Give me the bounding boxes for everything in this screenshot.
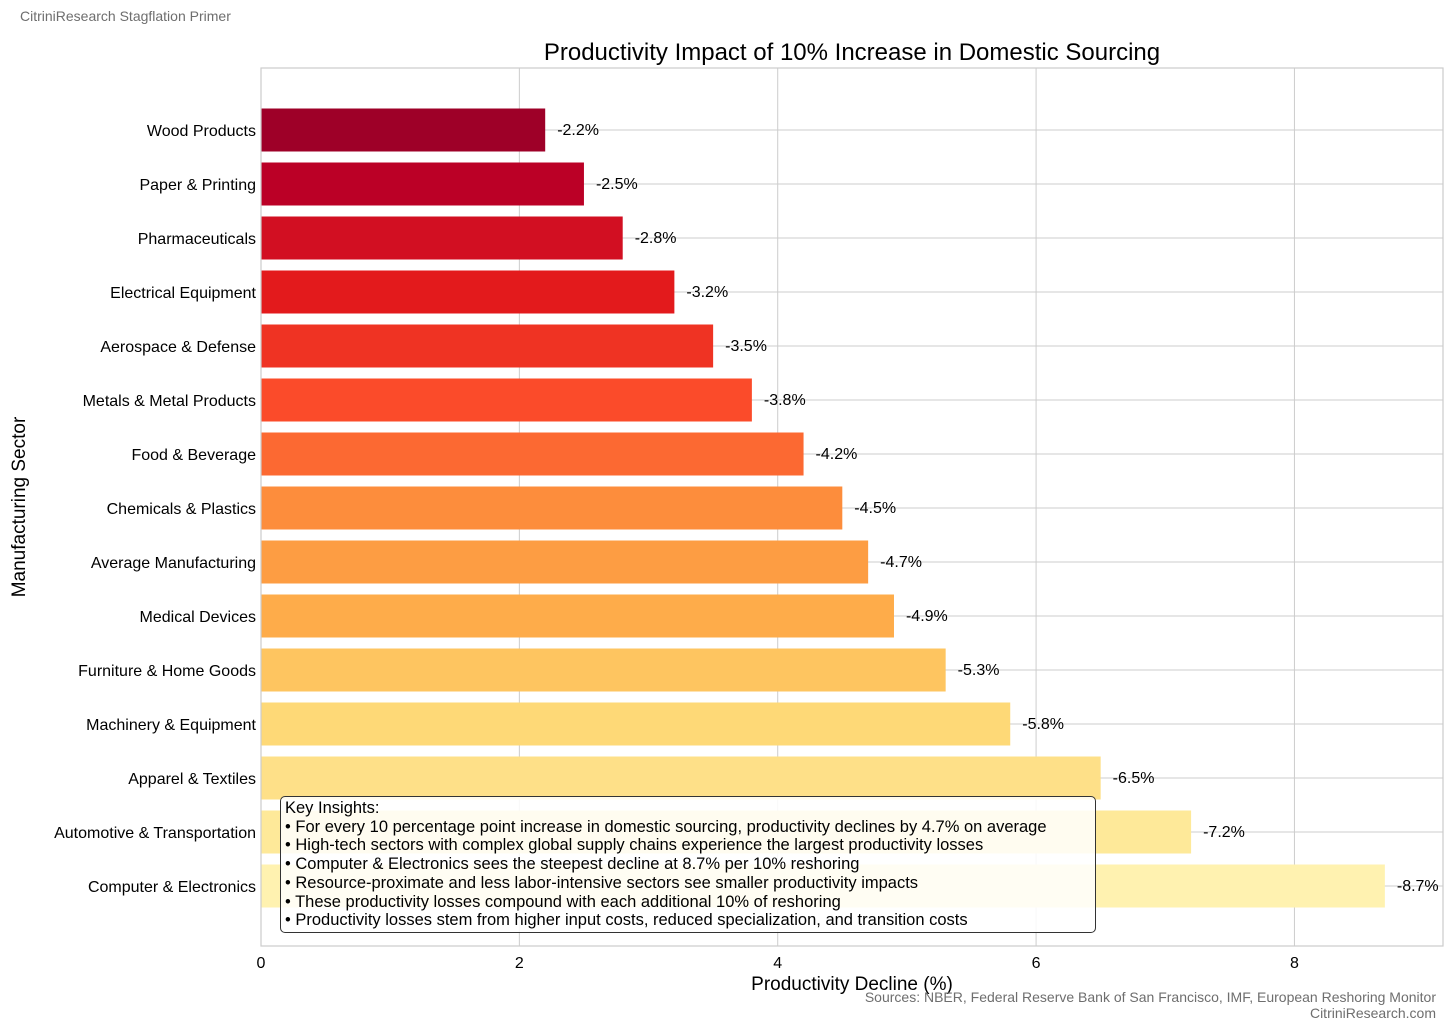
plot-frame xyxy=(260,67,1444,947)
x-tick-label: 0 xyxy=(257,955,266,972)
insight-item: Resource-proximate and less labor-intens… xyxy=(285,874,1091,893)
bar xyxy=(261,162,584,206)
bar xyxy=(261,486,843,530)
sources-footer: Sources: NBER, Federal Reserve Bank of S… xyxy=(865,989,1436,1021)
data-label: -5.3% xyxy=(958,662,1000,679)
y-tick-label: Automotive & Transportation xyxy=(54,825,256,842)
y-tick-label: Machinery & Equipment xyxy=(86,717,256,734)
y-tick-label: Paper & Printing xyxy=(139,177,256,194)
data-label: -8.7% xyxy=(1397,878,1439,895)
data-label: -2.5% xyxy=(596,176,638,193)
y-tick-label: Average Manufacturing xyxy=(91,555,256,572)
key-insights-list: For every 10 percentage point increase i… xyxy=(285,818,1091,930)
insight-item: For every 10 percentage point increase i… xyxy=(285,818,1091,837)
insight-item: Productivity losses stem from higher inp… xyxy=(285,911,1091,930)
bar xyxy=(261,648,946,692)
data-label: -4.5% xyxy=(854,500,896,517)
x-tick-label: 2 xyxy=(515,955,524,972)
y-tick-label: Medical Devices xyxy=(140,609,256,626)
data-label: -4.7% xyxy=(880,554,922,571)
key-insights-title: Key Insights: xyxy=(285,799,380,817)
brand-label: CitriniResearch Stagflation Primer xyxy=(20,8,231,24)
x-tick-labels: 0 2 4 6 8 xyxy=(257,955,1299,972)
y-tick-label: Metals & Metal Products xyxy=(83,393,256,410)
x-axis-label: Productivity Decline (%) xyxy=(751,974,953,995)
bar xyxy=(261,108,546,152)
data-label: -3.5% xyxy=(725,338,767,355)
sources-text: Sources: NBER, Federal Reserve Bank of S… xyxy=(864,989,1436,1005)
bar xyxy=(261,432,804,476)
bar xyxy=(261,378,752,422)
y-tick-label: Computer & Electronics xyxy=(88,879,256,896)
y-tick-label: Wood Products xyxy=(147,123,256,140)
y-tick-label: Electrical Equipment xyxy=(110,285,256,302)
bar xyxy=(261,702,1011,746)
bar xyxy=(261,594,894,638)
data-label: -5.8% xyxy=(1022,716,1064,733)
data-label: -2.2% xyxy=(557,122,599,139)
x-tick-label: 4 xyxy=(773,955,782,972)
insight-item: Computer & Electronics sees the steepest… xyxy=(285,855,1091,874)
bar xyxy=(261,756,1101,800)
chart-title: Productivity Impact of 10% Increase in D… xyxy=(544,39,1160,66)
y-tick-labels: Wood Products Paper & Printing Pharmaceuti… xyxy=(54,123,256,896)
key-insights-box: Key Insights: For every 10 percentage po… xyxy=(280,796,1096,933)
data-label: -4.9% xyxy=(906,608,948,625)
data-label: -7.2% xyxy=(1203,824,1245,841)
bar xyxy=(261,540,869,584)
bar xyxy=(261,324,714,368)
y-axis-label: Manufacturing Sector xyxy=(9,416,30,597)
website-text: CitriniResearch.com xyxy=(1309,1005,1436,1021)
data-label: -4.2% xyxy=(816,446,858,463)
bars xyxy=(261,108,1385,908)
data-label: -3.8% xyxy=(764,392,806,409)
y-tick-label: Pharmaceuticals xyxy=(138,231,256,248)
data-label: -3.2% xyxy=(686,284,728,301)
y-tick-label: Food & Beverage xyxy=(131,447,256,464)
insight-item: High-tech sectors with complex global su… xyxy=(285,836,1091,855)
bar xyxy=(261,270,675,314)
data-label: -2.8% xyxy=(635,230,677,247)
insight-item: These productivity losses compound with … xyxy=(285,893,1091,912)
x-tick-label: 6 xyxy=(1032,955,1041,972)
x-tick-label: 8 xyxy=(1290,955,1299,972)
y-tick-label: Furniture & Home Goods xyxy=(78,663,256,680)
y-tick-label: Aerospace & Defense xyxy=(100,339,256,356)
y-tick-label: Apparel & Textiles xyxy=(128,771,256,788)
data-label: -6.5% xyxy=(1113,770,1155,787)
y-tick-label: Chemicals & Plastics xyxy=(107,501,256,518)
bar xyxy=(261,216,623,260)
data-labels: -2.2% -2.5% -2.8% -3.2% -3.5% -3.8% -4.2% -4.5%… xyxy=(557,122,1438,895)
